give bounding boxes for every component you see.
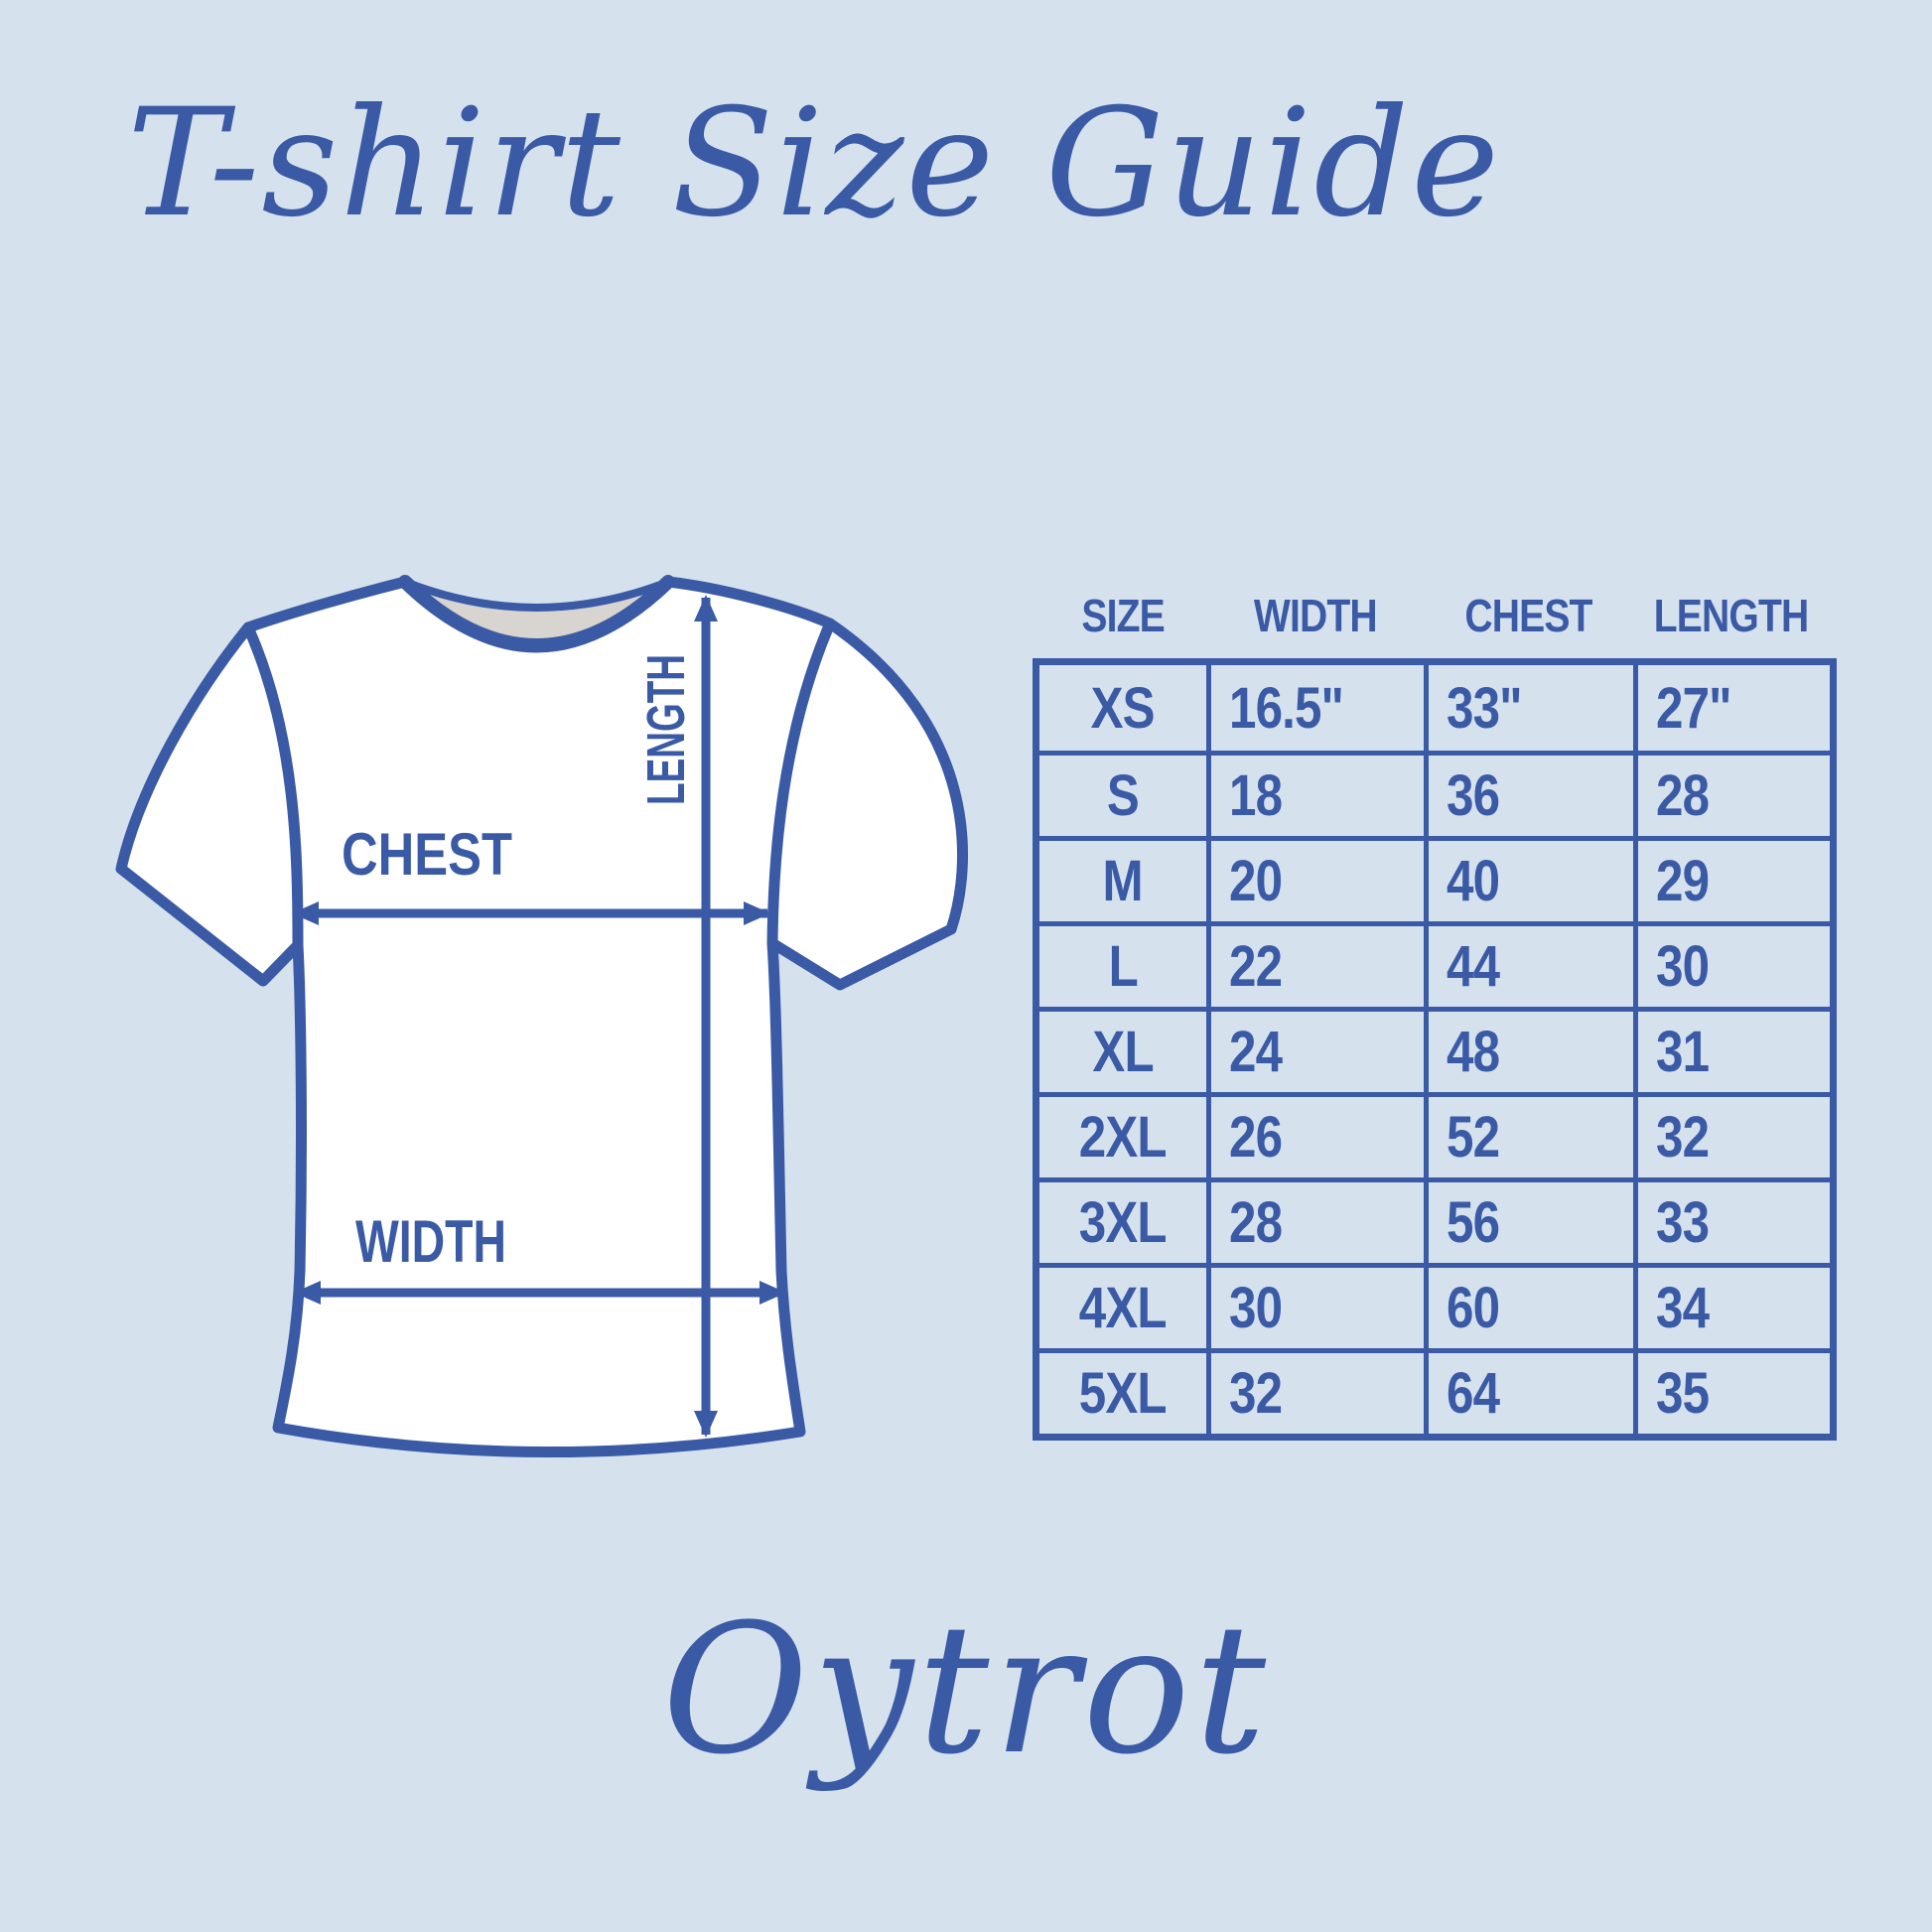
measurement-cell: 22 — [1206, 921, 1424, 1007]
length-label: LENGTH — [636, 654, 696, 805]
measurement-cell: 31 — [1633, 1007, 1830, 1092]
measurement-cell: 18 — [1206, 751, 1424, 836]
measurement-cell: 44 — [1424, 921, 1633, 1007]
column-header-chest: CHEST — [1464, 589, 1592, 641]
right-sleeve-seam — [766, 618, 836, 949]
measurement-cell: 52 — [1424, 1092, 1633, 1177]
size-chart: SIZE WIDTH CHEST LENGTH XS 16.5" 33" 27" S 18… — [1033, 572, 1837, 1441]
measurement-cell: 28 — [1206, 1177, 1424, 1263]
measurement-cell: 30 — [1633, 921, 1830, 1007]
collar-band — [398, 575, 675, 652]
measurement-cell: 48 — [1424, 1007, 1633, 1092]
measurement-cell: 32 — [1206, 1348, 1424, 1434]
size-cell: M — [1039, 836, 1206, 921]
width-label: WIDTH — [355, 1208, 506, 1275]
size-table-body: XS 16.5" 33" 27" S 18 36 28 M 20 40 29 L 22 44 30 XL 24 48… — [1033, 658, 1837, 1441]
size-cell: 4XL — [1039, 1263, 1206, 1348]
measurement-cell: 28 — [1633, 751, 1830, 836]
tshirt-outline — [115, 576, 969, 1458]
column-header-width: WIDTH — [1253, 589, 1378, 641]
measurement-cell: 33" — [1424, 665, 1633, 751]
measurement-cell: 29 — [1633, 836, 1830, 921]
measurement-cell: 60 — [1424, 1263, 1633, 1348]
measurement-cell: 16.5" — [1206, 665, 1424, 751]
size-cell: XS — [1090, 675, 1156, 741]
measurement-cell: 32 — [1633, 1092, 1830, 1177]
measurement-cell: 20 — [1206, 836, 1424, 921]
column-header-length: LENGTH — [1654, 589, 1809, 641]
chest-label: CHEST — [342, 821, 512, 888]
page-title: T-shirt Size Guide — [126, 77, 1502, 250]
measurement-cell: 36 — [1424, 751, 1633, 836]
measurement-cell: 40 — [1424, 836, 1633, 921]
size-cell: 3XL — [1039, 1177, 1206, 1263]
tshirt-measurement-diagram: CHEST WIDTH LENGTH — [115, 575, 969, 1458]
measurement-cell: 35 — [1633, 1348, 1830, 1434]
size-cell: XL — [1039, 1007, 1206, 1092]
size-cell: L — [1039, 921, 1206, 1007]
measurement-cell: 30 — [1206, 1263, 1424, 1348]
column-header-size: SIZE — [1081, 589, 1165, 641]
size-cell: 2XL — [1039, 1092, 1206, 1177]
measurement-cell: 56 — [1424, 1177, 1633, 1263]
measurement-cell: 33 — [1633, 1177, 1830, 1263]
measurement-cell: 24 — [1206, 1007, 1424, 1092]
size-cell: 5XL — [1039, 1348, 1206, 1434]
measurement-cell: 26 — [1206, 1092, 1424, 1177]
measurement-cell: 27" — [1633, 665, 1830, 751]
size-cell: S — [1039, 751, 1206, 836]
measurement-cell: 34 — [1633, 1263, 1830, 1348]
brand-logo: Oytrot — [661, 1587, 1271, 1794]
size-chart-header: SIZE WIDTH CHEST LENGTH — [1033, 572, 1837, 658]
measurement-cell: 64 — [1424, 1348, 1633, 1434]
